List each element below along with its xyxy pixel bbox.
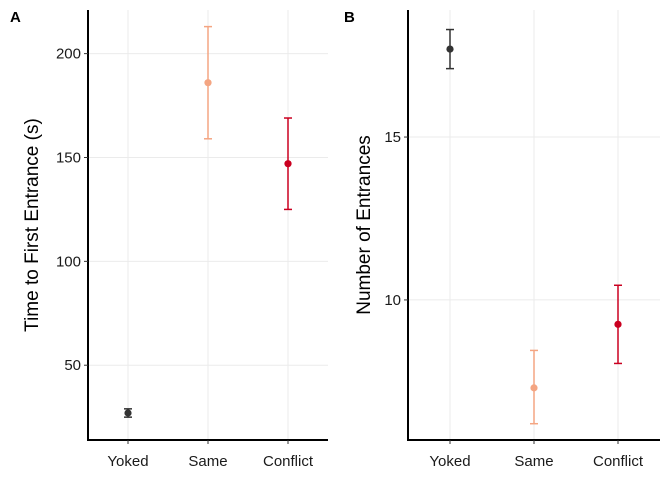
- panel-a-point-yoked: [124, 409, 132, 417]
- panel-a-xtick-label-1: Same: [188, 453, 227, 470]
- panel-a-ytick-label-1: 100: [56, 253, 81, 270]
- panel-b-point-yoked: [446, 45, 454, 53]
- panel-b: B 10 15 Yoked Same Conflict Number of Entranc…: [344, 9, 660, 470]
- panel-a-y-axis-title: Time to First Entrance (s): [22, 118, 43, 332]
- panel-a: A 50 100 150 200 Yoked Same Conflict Time to Fi…: [10, 9, 328, 470]
- panel-a-ytick-label-2: 150: [56, 149, 81, 166]
- panel-b-point-same: [530, 384, 538, 392]
- panel-b-point-conflict: [614, 320, 622, 328]
- panel-b-xtick-label-1: Same: [514, 453, 553, 470]
- panel-a-point-conflict: [284, 160, 292, 168]
- panel-b-ytick-label-1: 15: [384, 129, 401, 146]
- panel-a-ytick-label-0: 50: [64, 357, 81, 374]
- panel-a-tag: A: [10, 9, 21, 26]
- panel-b-xtick-label-2: Conflict: [593, 453, 644, 470]
- panel-b-xtick-label-0: Yoked: [429, 453, 470, 470]
- panel-b-tag: B: [344, 9, 355, 26]
- panel-a-xtick-label-0: Yoked: [107, 453, 148, 470]
- panel-a-point-same: [204, 79, 212, 87]
- panel-a-ytick-label-3: 200: [56, 46, 81, 63]
- panel-a-xtick-label-2: Conflict: [263, 453, 314, 470]
- panel-b-y-axis-title: Number of Entrances: [354, 135, 375, 315]
- panel-b-ytick-label-0: 10: [384, 292, 401, 309]
